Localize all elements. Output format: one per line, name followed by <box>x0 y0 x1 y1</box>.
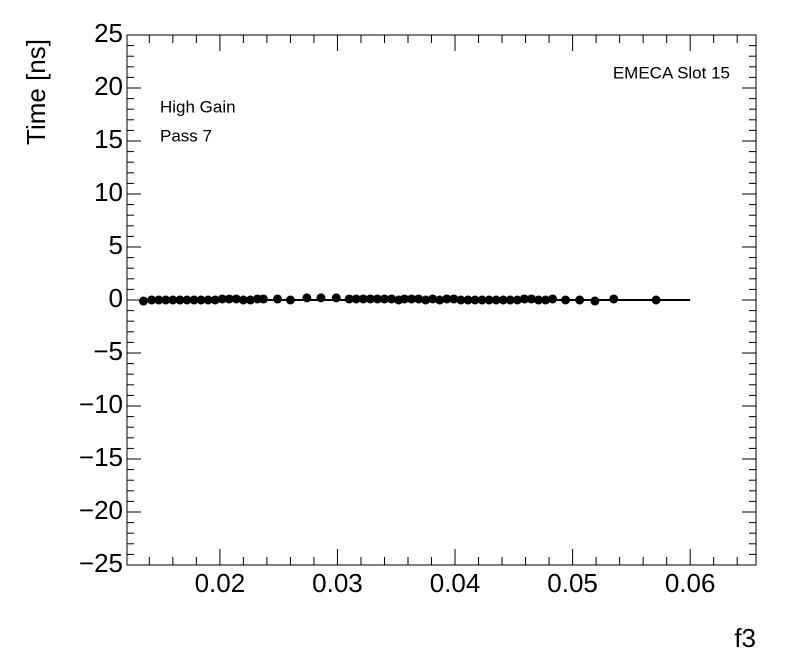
data-point <box>379 294 389 304</box>
y-tick-label: 0 <box>109 283 123 313</box>
data-point <box>519 294 529 304</box>
data-point <box>138 296 148 306</box>
data-point <box>302 293 312 303</box>
y-tick-label: −20 <box>79 495 123 525</box>
data-point <box>414 294 424 304</box>
annotation: High Gain <box>160 97 236 116</box>
data-point <box>272 294 282 304</box>
data-point <box>442 294 452 304</box>
y-tick-label: 5 <box>109 230 123 260</box>
y-tick-label: −25 <box>79 548 123 578</box>
x-tick-label: 0.02 <box>195 568 246 598</box>
data-point <box>449 294 459 304</box>
y-tick-label: −5 <box>93 336 123 366</box>
y-tick-label: 10 <box>94 177 123 207</box>
data-point <box>590 296 600 306</box>
data-point <box>316 293 326 303</box>
data-point <box>526 294 536 304</box>
y-axis-title: Time [ns] <box>21 39 51 145</box>
data-point <box>258 294 268 304</box>
x-tick-label: 0.06 <box>665 568 716 598</box>
y-tick-label: −10 <box>79 389 123 419</box>
data-point <box>609 294 619 304</box>
data-point <box>331 293 341 303</box>
y-tick-label: −15 <box>79 442 123 472</box>
data-point <box>407 294 417 304</box>
data-point <box>217 294 227 304</box>
data-point <box>387 294 397 304</box>
data-point <box>351 294 361 304</box>
x-axis-title: f3 <box>734 623 756 653</box>
y-tick-label: 15 <box>94 124 123 154</box>
annotation: Pass 7 <box>160 126 212 145</box>
annotation: EMECA Slot 15 <box>613 63 730 82</box>
x-tick-label: 0.05 <box>547 568 598 598</box>
data-point <box>372 294 382 304</box>
data-point <box>358 294 368 304</box>
data-point <box>344 294 354 304</box>
data-point <box>231 294 241 304</box>
data-point <box>365 294 375 304</box>
x-tick-label: 0.03 <box>312 568 363 598</box>
data-point <box>224 294 234 304</box>
y-tick-label: 25 <box>94 18 123 48</box>
data-point <box>399 294 409 304</box>
x-tick-label: 0.04 <box>430 568 481 598</box>
data-point <box>428 294 438 304</box>
data-point <box>548 294 558 304</box>
y-tick-label: 20 <box>94 71 123 101</box>
